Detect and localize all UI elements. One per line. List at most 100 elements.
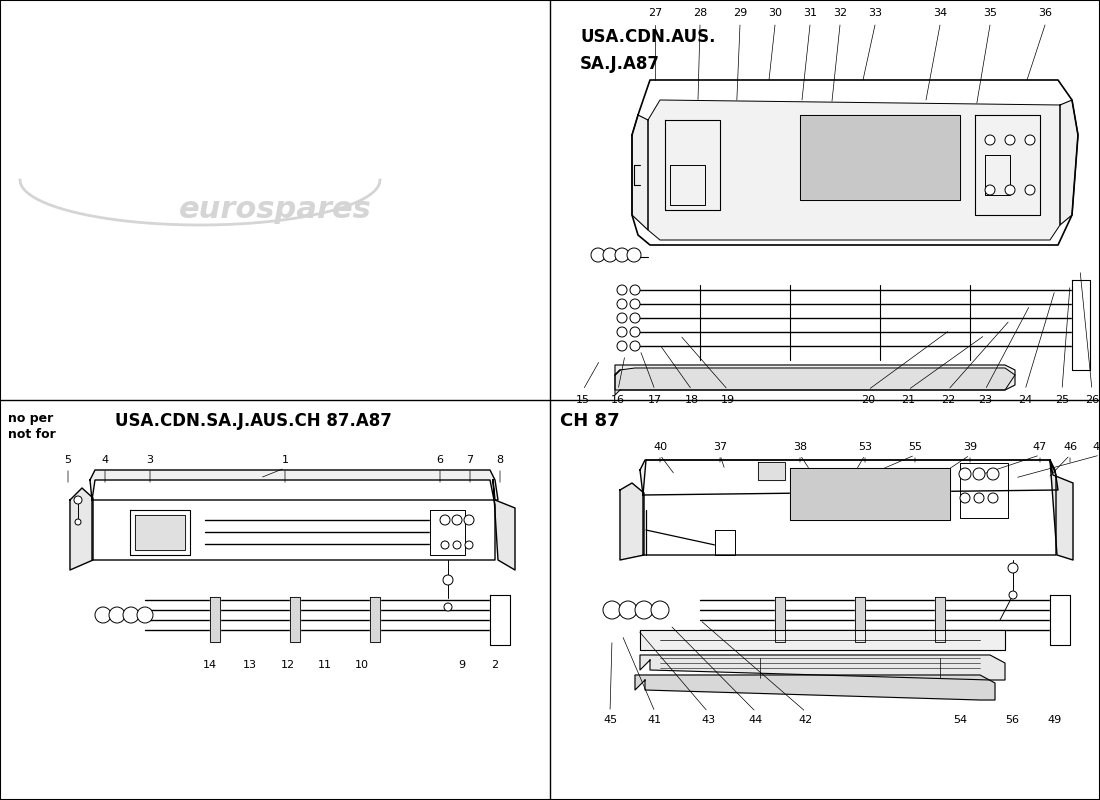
Circle shape	[630, 341, 640, 351]
Text: CH 87: CH 87	[560, 412, 619, 430]
Circle shape	[440, 515, 450, 525]
Circle shape	[603, 248, 617, 262]
Circle shape	[651, 601, 669, 619]
Text: 43: 43	[701, 715, 715, 725]
Polygon shape	[290, 597, 300, 642]
Text: 39: 39	[962, 442, 977, 452]
Circle shape	[444, 603, 452, 611]
Text: 36: 36	[1038, 8, 1052, 18]
Circle shape	[619, 601, 637, 619]
Polygon shape	[666, 120, 720, 210]
Polygon shape	[490, 595, 510, 645]
Circle shape	[617, 299, 627, 309]
Polygon shape	[648, 100, 1060, 240]
Circle shape	[75, 519, 81, 525]
Text: 54: 54	[953, 715, 967, 725]
Text: 26: 26	[1085, 395, 1099, 405]
Text: 6: 6	[437, 455, 443, 465]
Circle shape	[617, 313, 627, 323]
Polygon shape	[90, 470, 498, 500]
Circle shape	[984, 135, 996, 145]
Polygon shape	[632, 115, 648, 230]
Text: 45: 45	[603, 715, 617, 725]
Polygon shape	[935, 597, 945, 642]
Text: 28: 28	[693, 8, 707, 18]
Text: 49: 49	[1048, 715, 1063, 725]
Polygon shape	[790, 468, 950, 520]
Text: 3: 3	[146, 455, 154, 465]
Circle shape	[443, 575, 453, 585]
Text: 23: 23	[978, 395, 992, 405]
Polygon shape	[1050, 595, 1070, 645]
Polygon shape	[960, 463, 1008, 518]
Polygon shape	[776, 597, 785, 642]
Circle shape	[630, 327, 640, 337]
Circle shape	[1008, 563, 1018, 573]
Circle shape	[1005, 135, 1015, 145]
Circle shape	[591, 248, 605, 262]
Text: 12: 12	[280, 660, 295, 670]
Circle shape	[984, 185, 996, 195]
Circle shape	[1005, 185, 1015, 195]
Text: 34: 34	[933, 8, 947, 18]
Circle shape	[603, 601, 622, 619]
Polygon shape	[632, 80, 1078, 245]
Text: 42: 42	[799, 715, 813, 725]
Text: not for: not for	[8, 428, 56, 441]
Circle shape	[987, 468, 999, 480]
Circle shape	[630, 285, 640, 295]
Text: 35: 35	[983, 8, 997, 18]
Circle shape	[630, 313, 640, 323]
Text: 20: 20	[861, 395, 876, 405]
Text: 17: 17	[648, 395, 662, 405]
Text: 32: 32	[833, 8, 847, 18]
Circle shape	[974, 493, 984, 503]
Text: 40: 40	[653, 442, 667, 452]
Circle shape	[464, 515, 474, 525]
Polygon shape	[644, 460, 1056, 555]
Circle shape	[453, 541, 461, 549]
Polygon shape	[210, 597, 220, 642]
Polygon shape	[758, 462, 785, 480]
Polygon shape	[1060, 100, 1078, 225]
Circle shape	[974, 468, 984, 480]
Polygon shape	[1072, 280, 1090, 370]
Text: 37: 37	[713, 442, 727, 452]
Text: 24: 24	[1018, 395, 1032, 405]
Text: USA.CDN.SA.J.AUS.CH 87.A87: USA.CDN.SA.J.AUS.CH 87.A87	[116, 412, 392, 430]
Polygon shape	[1050, 460, 1072, 560]
Circle shape	[109, 607, 125, 623]
Text: 21: 21	[901, 395, 915, 405]
Text: 25: 25	[1055, 395, 1069, 405]
Circle shape	[441, 541, 449, 549]
Text: USA.CDN.AUS.: USA.CDN.AUS.	[580, 28, 715, 46]
Polygon shape	[800, 115, 960, 200]
Circle shape	[630, 299, 640, 309]
Circle shape	[960, 493, 970, 503]
Text: 1: 1	[282, 455, 288, 465]
Polygon shape	[493, 480, 515, 570]
Text: 48: 48	[1093, 442, 1100, 452]
Text: 27: 27	[648, 8, 662, 18]
Text: 38: 38	[793, 442, 807, 452]
Text: 44: 44	[749, 715, 763, 725]
Polygon shape	[130, 510, 190, 555]
Polygon shape	[615, 365, 1015, 390]
Polygon shape	[92, 480, 495, 560]
Polygon shape	[640, 460, 1058, 495]
Text: 15: 15	[576, 395, 590, 405]
Circle shape	[627, 248, 641, 262]
Text: 4: 4	[101, 455, 109, 465]
Text: 31: 31	[803, 8, 817, 18]
Circle shape	[138, 607, 153, 623]
Circle shape	[617, 327, 627, 337]
Text: 55: 55	[908, 442, 922, 452]
Circle shape	[123, 607, 139, 623]
Text: 22: 22	[940, 395, 955, 405]
Text: 7: 7	[466, 455, 474, 465]
Text: 5: 5	[65, 455, 72, 465]
Text: 30: 30	[768, 8, 782, 18]
Text: SA.J.A87: SA.J.A87	[580, 55, 660, 73]
Text: 47: 47	[1033, 442, 1047, 452]
Circle shape	[635, 601, 653, 619]
